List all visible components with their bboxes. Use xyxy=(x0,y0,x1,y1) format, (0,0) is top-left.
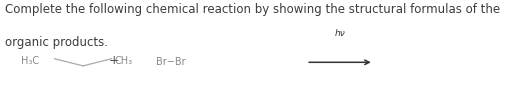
Text: Complete the following chemical reaction by showing the structural formulas of t: Complete the following chemical reaction… xyxy=(5,3,500,16)
Text: +: + xyxy=(109,54,119,67)
Text: organic products.: organic products. xyxy=(5,36,108,49)
Text: CH₃: CH₃ xyxy=(114,56,132,66)
Text: Br−Br: Br−Br xyxy=(156,57,185,67)
Text: H₃C: H₃C xyxy=(21,56,39,66)
Text: hν: hν xyxy=(335,29,345,38)
